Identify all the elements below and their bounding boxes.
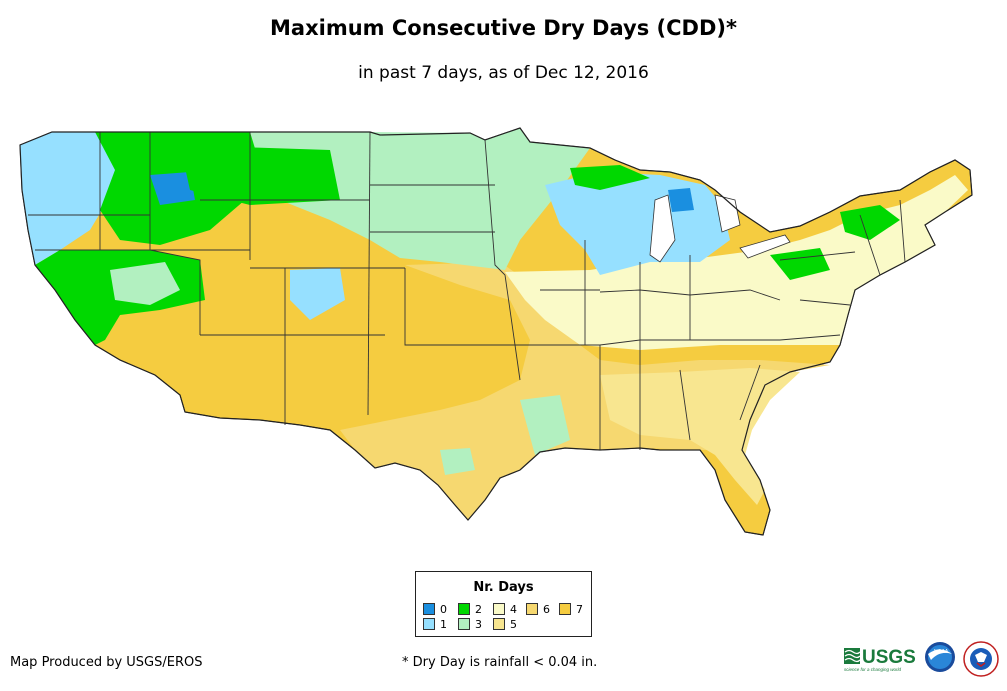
map-credit: Map Produced by USGS/EROS bbox=[10, 655, 203, 670]
legend-title: Nr. Days bbox=[473, 580, 534, 595]
noaa-logo: NOAA bbox=[925, 642, 955, 672]
zone-2-days-montana bbox=[180, 145, 340, 205]
zone-5-days bbox=[600, 368, 800, 505]
lake-huron bbox=[714, 194, 741, 233]
legend-label-6: 6 bbox=[543, 603, 550, 616]
zone-3-days-louisiana bbox=[520, 395, 570, 455]
nws-logo bbox=[963, 641, 999, 677]
usgs-tagline: science for a changing world bbox=[844, 667, 902, 672]
legend-swatch-7 bbox=[559, 603, 571, 615]
usgs-logo: USGS science for a changing world bbox=[844, 647, 916, 672]
zone-1-days-colorado bbox=[290, 268, 345, 320]
noaa-logo-text: NOAA bbox=[934, 649, 949, 655]
zone-2-days-northeast bbox=[840, 205, 900, 240]
agency-logos: USGS science for a changing world NOAA bbox=[844, 641, 999, 677]
legend-label-3: 3 bbox=[475, 618, 482, 631]
state-boundaries bbox=[28, 131, 906, 450]
lake-michigan bbox=[649, 194, 676, 263]
zone-3-days-idaho bbox=[110, 262, 180, 305]
zone-3-days-texas bbox=[440, 448, 475, 475]
conus-outline bbox=[19, 127, 973, 536]
legend-swatch-5 bbox=[493, 618, 505, 630]
dry-day-footnote: * Dry Day is rainfall < 0.04 in. bbox=[402, 655, 598, 670]
legend-label-2: 2 bbox=[475, 603, 482, 616]
legend-swatch-4 bbox=[493, 603, 505, 615]
legend-swatch-2 bbox=[458, 603, 470, 615]
legend-swatch-3 bbox=[458, 618, 470, 630]
legend-label-4: 4 bbox=[510, 603, 517, 616]
legend-swatch-6 bbox=[526, 603, 538, 615]
legend: Nr. Days 0 2 4 6 7 1 3 5 bbox=[415, 571, 592, 637]
map-title: Maximum Consecutive Dry Days (CDD)* bbox=[270, 16, 737, 40]
lake-erie bbox=[739, 234, 791, 259]
legend-swatch-0 bbox=[423, 603, 435, 615]
legend-label-5: 5 bbox=[510, 618, 517, 631]
legend-label-1: 1 bbox=[440, 618, 447, 631]
legend-label-7: 7 bbox=[576, 603, 583, 616]
zone-0-days-michigan bbox=[668, 188, 694, 212]
legend-label-0: 0 bbox=[440, 603, 447, 616]
zone-4-days bbox=[505, 175, 968, 350]
legend-swatch-1 bbox=[423, 618, 435, 630]
usgs-logo-text: USGS bbox=[862, 647, 916, 668]
map-subtitle: in past 7 days, as of Dec 12, 2016 bbox=[358, 63, 649, 83]
zone-0-days-idaho bbox=[150, 172, 195, 205]
zone-2-days-superior bbox=[570, 165, 650, 190]
zone-1-days-west bbox=[20, 132, 120, 265]
zone-3-days bbox=[250, 128, 590, 270]
